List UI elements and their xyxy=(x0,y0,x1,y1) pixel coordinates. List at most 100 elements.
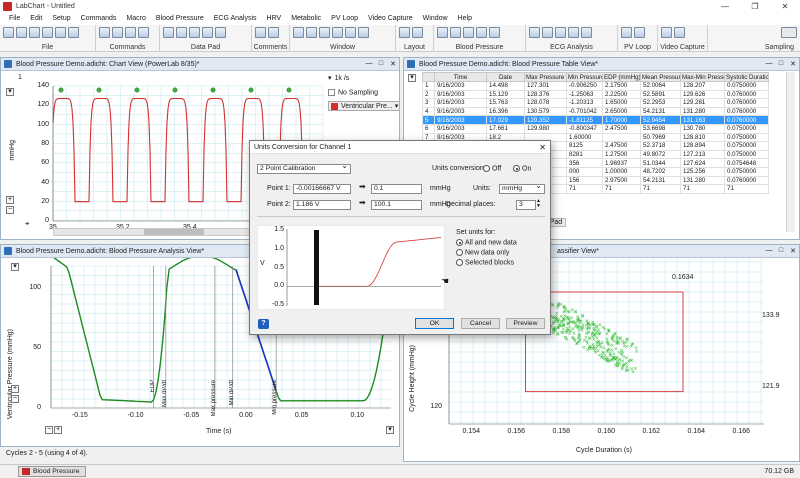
table-cell[interactable]: 128.376 xyxy=(524,89,567,100)
classifier-view-maximize-button[interactable]: □ xyxy=(778,247,784,254)
menu-ecg-analysis[interactable]: ECG Analysis xyxy=(213,15,257,22)
calibration-mode-select[interactable]: 2 Point Calibration xyxy=(257,162,351,174)
table-cell[interactable]: 128.894 xyxy=(680,141,725,151)
table-cell[interactable]: 5 xyxy=(422,115,435,125)
sampling-status[interactable]: No Sampling xyxy=(328,89,378,96)
channel-menu-button[interactable]: ▾ xyxy=(6,88,14,96)
table-cell[interactable]: 9/16/2003 xyxy=(434,106,487,117)
analysis-x-zoom-in-button[interactable]: + xyxy=(54,426,62,434)
table-cell[interactable]: 71 xyxy=(724,184,769,194)
table-cell[interactable]: 0.0754648 xyxy=(724,158,769,168)
table-cell[interactable]: 54.2131 xyxy=(640,175,681,186)
table-cell[interactable]: 127.213 xyxy=(680,149,725,160)
column-header[interactable]: Systolic Duration xyxy=(724,72,769,82)
point1-value-field[interactable]: -0.00166667 V xyxy=(293,184,351,194)
off-radio-icon[interactable] xyxy=(483,165,490,172)
chart-view-minimize-button[interactable]: — xyxy=(365,60,373,67)
option-selected-blocks[interactable]: Selected blocks xyxy=(456,259,514,266)
paste-icon[interactable] xyxy=(68,27,79,38)
table-cell[interactable]: 53.6698 xyxy=(640,123,681,134)
table-row[interactable]: 4 9/16/2003 16.396 130.579 -0.701042 2.65000 5… xyxy=(422,106,769,117)
table-view-titlebar[interactable]: Blood Pressure Demo.adicht: Blood Pressu… xyxy=(404,58,799,71)
table-cell[interactable]: 1.96937 xyxy=(602,158,641,168)
table-cell[interactable]: 127.301 xyxy=(524,81,567,91)
cancel-button[interactable]: Cancel xyxy=(461,318,500,329)
analysis-menu-button[interactable]: ▾ xyxy=(11,263,19,271)
data-pad-5-icon[interactable] xyxy=(215,27,226,38)
table-cell[interactable]: 130.579 xyxy=(524,106,567,117)
point1-target-field[interactable]: 0.1 xyxy=(371,184,422,194)
minimize-button[interactable]: — xyxy=(721,2,729,11)
open-icon[interactable] xyxy=(16,27,27,38)
bp-analysis-icon[interactable] xyxy=(463,27,474,38)
bp-table-icon[interactable] xyxy=(450,27,461,38)
table-cell[interactable]: 52.0064 xyxy=(640,81,681,91)
command-3-icon[interactable] xyxy=(125,27,136,38)
table-cell[interactable]: 0.0750000 xyxy=(724,81,769,91)
table-cell[interactable]: 50.7969 xyxy=(640,132,681,143)
table-cell[interactable]: 125.256 xyxy=(680,166,725,177)
table-cell[interactable]: 0.0750000 xyxy=(724,141,769,151)
table-cell[interactable]: 15.129 xyxy=(486,89,525,100)
table-cell[interactable]: 356 xyxy=(566,158,603,168)
menu-pv-loop[interactable]: PV Loop xyxy=(331,15,359,22)
column-header[interactable]: Min Pressure (m xyxy=(566,72,603,82)
table-cell[interactable]: 0.0750000 xyxy=(724,132,769,143)
menu-file[interactable]: File xyxy=(9,15,21,22)
start-sampling-icon[interactable] xyxy=(781,27,797,38)
save-icon[interactable] xyxy=(29,27,40,38)
on-radio-icon[interactable] xyxy=(513,165,520,172)
analysis-view-icon[interactable] xyxy=(319,27,330,38)
table-cell[interactable]: 0.0760000 xyxy=(724,175,769,186)
table-cell[interactable]: 000 xyxy=(566,166,603,177)
ecg-settings-icon[interactable] xyxy=(529,27,540,38)
table-cell[interactable]: 0.0760000 xyxy=(724,98,769,108)
table-cell[interactable] xyxy=(602,132,641,143)
menu-help[interactable]: Help xyxy=(457,15,472,22)
restore-button[interactable]: ❐ xyxy=(751,2,759,11)
table-view-icon[interactable] xyxy=(306,27,317,38)
blood-pressure-task-button[interactable]: Blood Pressure ... xyxy=(18,466,86,478)
comment-list-icon[interactable] xyxy=(268,27,279,38)
table-cell[interactable]: 52.5891 xyxy=(640,89,681,100)
table-cell[interactable]: 52.2953 xyxy=(640,98,681,108)
video-capture-icon[interactable] xyxy=(661,27,672,38)
new-radio-icon[interactable] xyxy=(456,249,463,256)
classifier-view-close-button[interactable]: ✕ xyxy=(790,248,796,255)
table-cell[interactable]: 0.0760000 xyxy=(724,106,769,117)
table-cell[interactable]: 9/16/2003 xyxy=(434,81,487,91)
table-cell[interactable]: 1.60000 xyxy=(566,132,603,143)
scope-view-icon[interactable] xyxy=(345,27,356,38)
bp-settings-icon[interactable] xyxy=(437,27,448,38)
table-row[interactable]: 6 9/16/2003 17.661 129.980 -0.800347 2.47500 5… xyxy=(422,123,769,134)
ecg-table-icon[interactable] xyxy=(542,27,553,38)
table-cell[interactable]: 1.65000 xyxy=(602,98,641,108)
table-cell[interactable]: -0.906250 xyxy=(566,81,603,91)
table-cell[interactable]: 156 xyxy=(566,175,603,186)
bp-report-icon[interactable] xyxy=(489,27,500,38)
table-cell[interactable]: -0.800347 xyxy=(566,123,603,134)
table-cell[interactable]: 131.280 xyxy=(680,175,725,186)
menu-video-capture[interactable]: Video Capture xyxy=(368,15,413,22)
table-cell[interactable]: 4 xyxy=(422,106,435,117)
print-icon[interactable] xyxy=(42,27,53,38)
table-cell[interactable]: 9/16/2003 xyxy=(434,98,487,108)
menu-commands[interactable]: Commands xyxy=(80,15,117,22)
chart-view-close-button[interactable]: ✕ xyxy=(390,61,396,68)
copy-icon[interactable] xyxy=(55,27,66,38)
menu-macro[interactable]: Macro xyxy=(126,15,146,22)
all-radio-icon[interactable] xyxy=(456,239,463,246)
menu-blood-pressure[interactable]: Blood Pressure xyxy=(155,15,204,22)
bp-classifier-icon[interactable] xyxy=(476,27,487,38)
chart-zoom-out-button[interactable]: − xyxy=(6,206,14,214)
data-pad-2-icon[interactable] xyxy=(176,27,187,38)
channel-title-button[interactable]: Ventricular Pre... ▾ xyxy=(328,101,399,111)
table-cell[interactable]: 2.97500 xyxy=(602,175,641,186)
menu-window[interactable]: Window xyxy=(422,15,448,22)
table-cell[interactable]: 9/16/2003 xyxy=(434,123,487,134)
table-cell[interactable]: 1.00000 xyxy=(602,166,641,177)
ecg-analysis-icon[interactable] xyxy=(555,27,566,38)
table-cell[interactable]: 71 xyxy=(602,184,641,194)
command-1-icon[interactable] xyxy=(99,27,110,38)
table-cell[interactable]: 17.029 xyxy=(486,115,525,125)
